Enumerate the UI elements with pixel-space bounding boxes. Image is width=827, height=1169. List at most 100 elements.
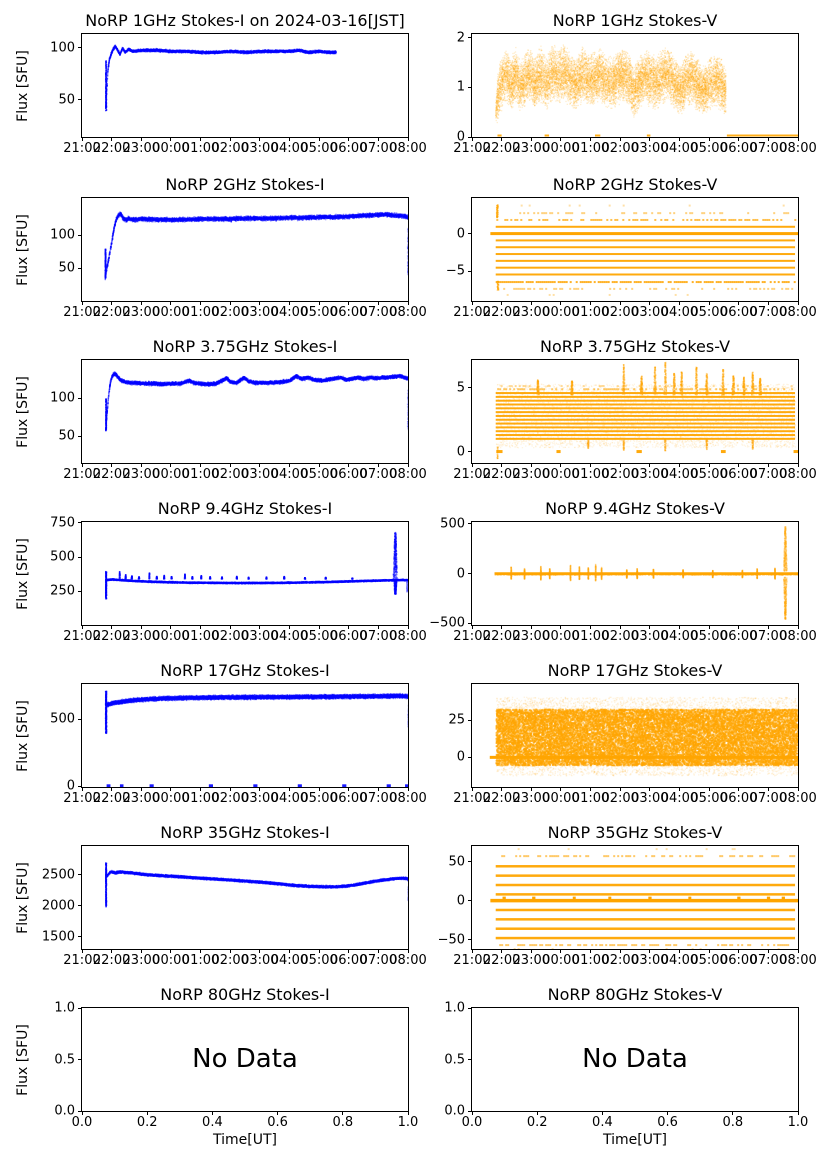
tick-label: 08:00 (779, 791, 817, 806)
tick-mark (200, 787, 202, 791)
tick-mark (170, 463, 172, 467)
tick-label: 06:00 (329, 467, 368, 482)
tick-mark (140, 301, 142, 305)
tick-label: 00:00 (152, 629, 190, 644)
tick-label: 06:00 (329, 305, 368, 320)
tick-label: 0.6 (267, 1115, 288, 1130)
plot-canvas (472, 198, 798, 301)
tick-mark (738, 463, 740, 467)
tick-label: 21:00 (63, 953, 101, 968)
tick-label: 02:00 (601, 791, 639, 806)
tick-mark (407, 137, 409, 141)
tick-label: 03:00 (631, 141, 669, 156)
tick-mark (377, 301, 379, 305)
tick-label: 0 (456, 129, 465, 145)
tick-label: 0.0 (461, 1115, 483, 1130)
tick-mark (468, 719, 472, 721)
tick-mark (81, 949, 83, 953)
tick-mark (471, 137, 473, 141)
plot-canvas (82, 360, 408, 463)
tick-label: 0.4 (592, 1115, 613, 1130)
no-data-label: No Data (192, 1043, 298, 1074)
plot-canvas (82, 522, 408, 625)
tick-label: 08:00 (389, 791, 427, 806)
tick-mark (468, 573, 472, 574)
tick-label: 2 (456, 30, 465, 46)
tick-label: 23:00 (122, 791, 160, 806)
tick-label: 0.8 (722, 1115, 744, 1130)
tick-label: 23:00 (512, 953, 550, 968)
tick-mark (536, 1111, 538, 1115)
tick-label: 07:00 (359, 141, 398, 156)
tick-label: 06:00 (719, 467, 758, 482)
tick-mark (530, 463, 532, 467)
tick-mark (348, 301, 350, 305)
tick-label: 06:00 (719, 629, 758, 644)
tick-mark (111, 625, 113, 629)
tick-mark (78, 99, 82, 101)
tick-mark (468, 136, 472, 138)
tick-mark (619, 787, 621, 791)
tick-mark (501, 463, 503, 467)
tick-mark (468, 1007, 472, 1009)
tick-mark (468, 756, 472, 758)
plot-title: NoRP 9.4GHz Stokes-I (157, 499, 333, 518)
tick-label: 21:00 (63, 629, 101, 644)
tick-label: 21:00 (453, 953, 491, 968)
tick-label: 05:00 (690, 141, 728, 156)
tick-mark (560, 463, 562, 467)
tick-mark (259, 463, 261, 467)
plot-canvas (472, 34, 798, 137)
subplot-norp-9-4ghz-stokes-i: NoRP 9.4GHz Stokes-I Flux [SFU] 21:00 22:… (15, 500, 427, 645)
tick-mark (288, 301, 290, 305)
tick-label: 01:00 (181, 141, 220, 156)
subplot-norp-2ghz-stokes-i: NoRP 2GHz Stokes-I Flux [SFU] 21:00 22:00… (15, 176, 427, 321)
tick-label: 50 (58, 260, 75, 276)
tick-mark (78, 1110, 82, 1112)
tick-mark (708, 301, 710, 305)
tick-label: 0.5 (444, 1052, 465, 1067)
subplot-norp-1ghz-stokes-i: NoRP 1GHz Stokes-I on 2024-03-16[JST] Fl… (15, 12, 427, 157)
subplot-norp-35ghz-stokes-v: NoRP 35GHz Stokes-V 21:00 22:00 23:00 00:00… (438, 824, 817, 969)
tick-label: 02:00 (601, 953, 639, 968)
tick-label: 03:00 (631, 629, 669, 644)
tick-mark (797, 1111, 799, 1115)
tick-mark (797, 463, 799, 467)
tick-mark (468, 233, 472, 235)
tick-mark (288, 787, 290, 791)
tick-label: 07:00 (359, 305, 398, 320)
tick-mark (78, 556, 82, 558)
tick-label: 06:00 (719, 953, 758, 968)
tick-mark (348, 137, 350, 141)
tick-mark (501, 625, 503, 629)
tick-label: 03:00 (241, 953, 279, 968)
plot-title: NoRP 2GHz Stokes-I (165, 175, 325, 194)
plot-title: NoRP 80GHz Stokes-I (160, 985, 330, 1004)
tick-label: 100 (50, 40, 75, 56)
tick-mark (649, 301, 651, 305)
tick-label: 08:00 (389, 305, 427, 320)
tick-mark (738, 787, 740, 791)
tick-mark (678, 787, 680, 791)
tick-label: 05:00 (300, 791, 338, 806)
subplot-norp-35ghz-stokes-i: NoRP 35GHz Stokes-I Flux [SFU] 21:00 22:0… (15, 824, 427, 969)
tick-label: 02:00 (601, 467, 639, 482)
tick-label: 0 (456, 226, 465, 242)
tick-mark (590, 949, 592, 953)
tick-mark (200, 301, 202, 305)
plot-canvas (472, 522, 798, 625)
tick-label: 08:00 (389, 953, 427, 968)
tick-label: 08:00 (779, 467, 817, 482)
tick-label: 02:00 (211, 791, 249, 806)
tick-label: 21:00 (453, 305, 491, 320)
tick-label: 08:00 (779, 629, 817, 644)
tick-mark (530, 787, 532, 791)
tick-label: 02:00 (211, 305, 249, 320)
tick-mark (471, 625, 473, 629)
tick-mark (259, 301, 261, 305)
tick-mark (348, 949, 350, 953)
subplot-norp-3-75ghz-stokes-v: NoRP 3.75GHz Stokes-V 21:00 22:00 23:00 00:… (453, 338, 816, 483)
tick-label: 06:00 (329, 791, 368, 806)
plot-canvas (472, 684, 798, 787)
tick-label: 00:00 (542, 305, 580, 320)
